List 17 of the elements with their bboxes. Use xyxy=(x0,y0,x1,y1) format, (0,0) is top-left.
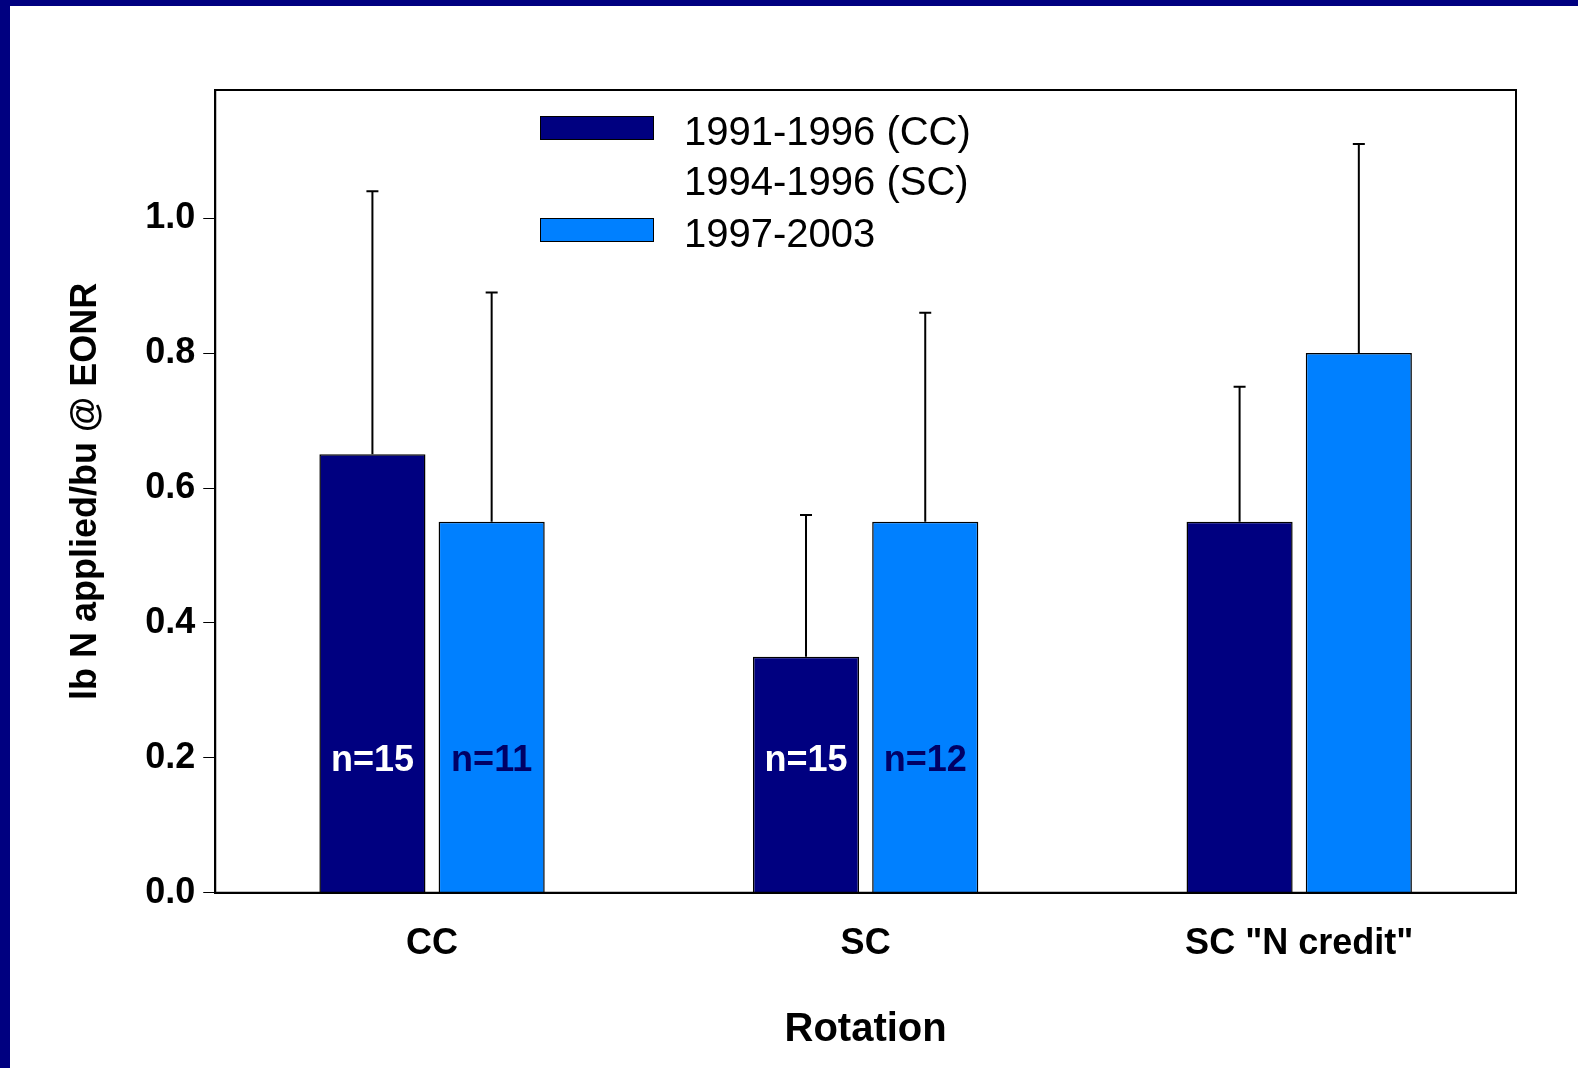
y-tick-label: 0.0 xyxy=(145,869,196,911)
y-tick-label: 0.2 xyxy=(145,734,196,776)
x-tick-label: SC xyxy=(840,921,891,963)
x-tick-label: SC "N credit" xyxy=(1185,921,1414,963)
annotation: n=15 xyxy=(330,737,414,779)
y-axis-title: lb N applied/bu @ EONR xyxy=(62,282,104,700)
y-tick-label: 0.6 xyxy=(145,464,196,506)
annotation: n=11 xyxy=(451,737,533,779)
annotation: n=12 xyxy=(883,737,967,779)
legend-label: 1991-1996 (CC) 1994-1996 (SC) xyxy=(684,108,971,205)
x-tick-label: CC xyxy=(406,921,459,963)
y-tick-label: 1.0 xyxy=(145,195,196,237)
annotation: n=15 xyxy=(764,737,848,779)
x-axis-title: Rotation xyxy=(784,1005,947,1050)
y-tick-label: 0.4 xyxy=(145,599,196,641)
y-tick-label: 0.8 xyxy=(145,330,196,372)
legend-label: 1997-2003 xyxy=(684,210,876,257)
